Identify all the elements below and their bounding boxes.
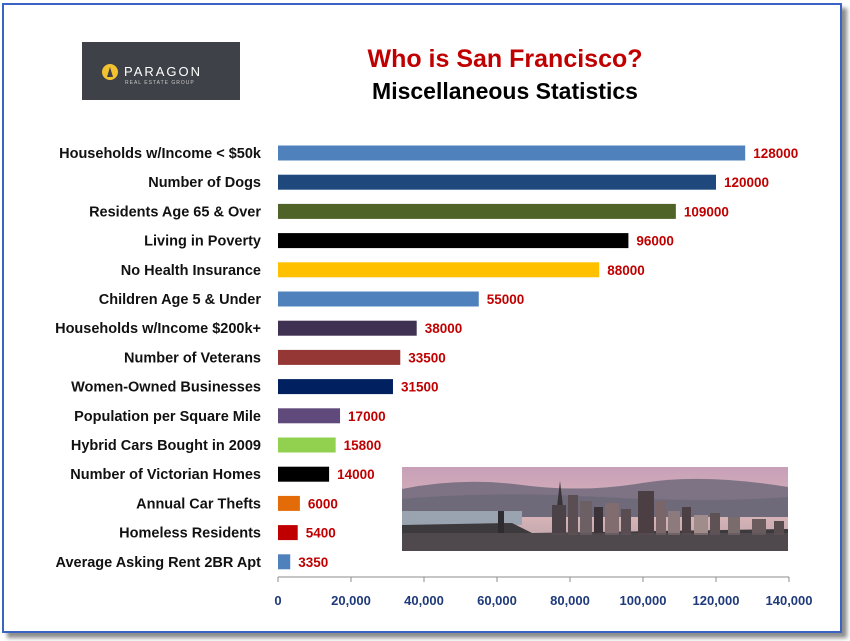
value-label: 55000 bbox=[487, 292, 525, 307]
value-label: 96000 bbox=[636, 234, 674, 249]
category-label: Households w/Income $200k+ bbox=[55, 321, 261, 337]
chart-title: Who is San Francisco? bbox=[367, 45, 643, 73]
category-label: Number of Victorian Homes bbox=[70, 467, 261, 483]
logo-emblem-icon bbox=[102, 64, 118, 80]
value-label: 3350 bbox=[298, 555, 328, 570]
value-label: 17000 bbox=[348, 409, 386, 424]
bar bbox=[278, 525, 298, 541]
value-label: 38000 bbox=[425, 321, 463, 336]
bar bbox=[278, 379, 393, 395]
value-label: 120000 bbox=[724, 175, 769, 190]
x-tick-label: 20,000 bbox=[331, 593, 371, 608]
category-label: Population per Square Mile bbox=[74, 409, 261, 425]
category-label: No Health Insurance bbox=[121, 263, 261, 279]
x-tick-label: 60,000 bbox=[477, 593, 517, 608]
logo-name: PARAGON bbox=[124, 64, 203, 79]
bar bbox=[278, 233, 629, 249]
bar bbox=[278, 145, 746, 161]
value-label: 88000 bbox=[607, 263, 645, 278]
category-label: Children Age 5 & Under bbox=[99, 292, 262, 308]
category-label: Number of Dogs bbox=[148, 175, 261, 191]
value-label: 14000 bbox=[337, 467, 375, 482]
category-label: Households w/Income < $50k bbox=[59, 146, 262, 162]
bar bbox=[278, 437, 336, 453]
value-label: 128000 bbox=[753, 146, 798, 161]
x-tick-label: 0 bbox=[274, 593, 281, 608]
bar bbox=[278, 495, 300, 511]
x-tick-label: 80,000 bbox=[550, 593, 590, 608]
value-label: 5400 bbox=[306, 526, 336, 541]
bar bbox=[278, 262, 600, 278]
category-label: Average Asking Rent 2BR Apt bbox=[56, 555, 262, 571]
x-tick-label: 140,000 bbox=[766, 593, 813, 608]
value-label: 15800 bbox=[344, 438, 382, 453]
bar bbox=[278, 174, 716, 190]
bar bbox=[278, 203, 676, 219]
category-label: Homeless Residents bbox=[119, 526, 261, 542]
chart-subtitle: Miscellaneous Statistics bbox=[372, 78, 638, 104]
bar bbox=[278, 554, 291, 570]
bar bbox=[278, 349, 401, 365]
category-label: Number of Veterans bbox=[124, 350, 261, 366]
x-tick-label: 100,000 bbox=[620, 593, 667, 608]
bar bbox=[278, 466, 330, 482]
value-label: 6000 bbox=[308, 496, 338, 511]
category-label: Women-Owned Businesses bbox=[71, 380, 261, 396]
bar bbox=[278, 320, 417, 336]
category-label: Living in Poverty bbox=[144, 234, 261, 250]
x-tick-label: 40,000 bbox=[404, 593, 444, 608]
value-label: 109000 bbox=[684, 204, 729, 219]
paragon-logo: PARAGON REAL ESTATE GROUP bbox=[82, 42, 240, 100]
city-skyline-photo bbox=[402, 467, 788, 551]
logo-tagline: REAL ESTATE GROUP bbox=[125, 80, 195, 86]
x-tick-label: 120,000 bbox=[693, 593, 740, 608]
bar bbox=[278, 291, 479, 307]
value-label: 31500 bbox=[401, 380, 439, 395]
category-label: Annual Car Thefts bbox=[136, 496, 261, 512]
bar bbox=[278, 408, 341, 424]
category-label: Residents Age 65 & Over bbox=[89, 204, 261, 220]
value-label: 33500 bbox=[408, 350, 446, 365]
category-label: Hybrid Cars Bought in 2009 bbox=[71, 438, 261, 454]
